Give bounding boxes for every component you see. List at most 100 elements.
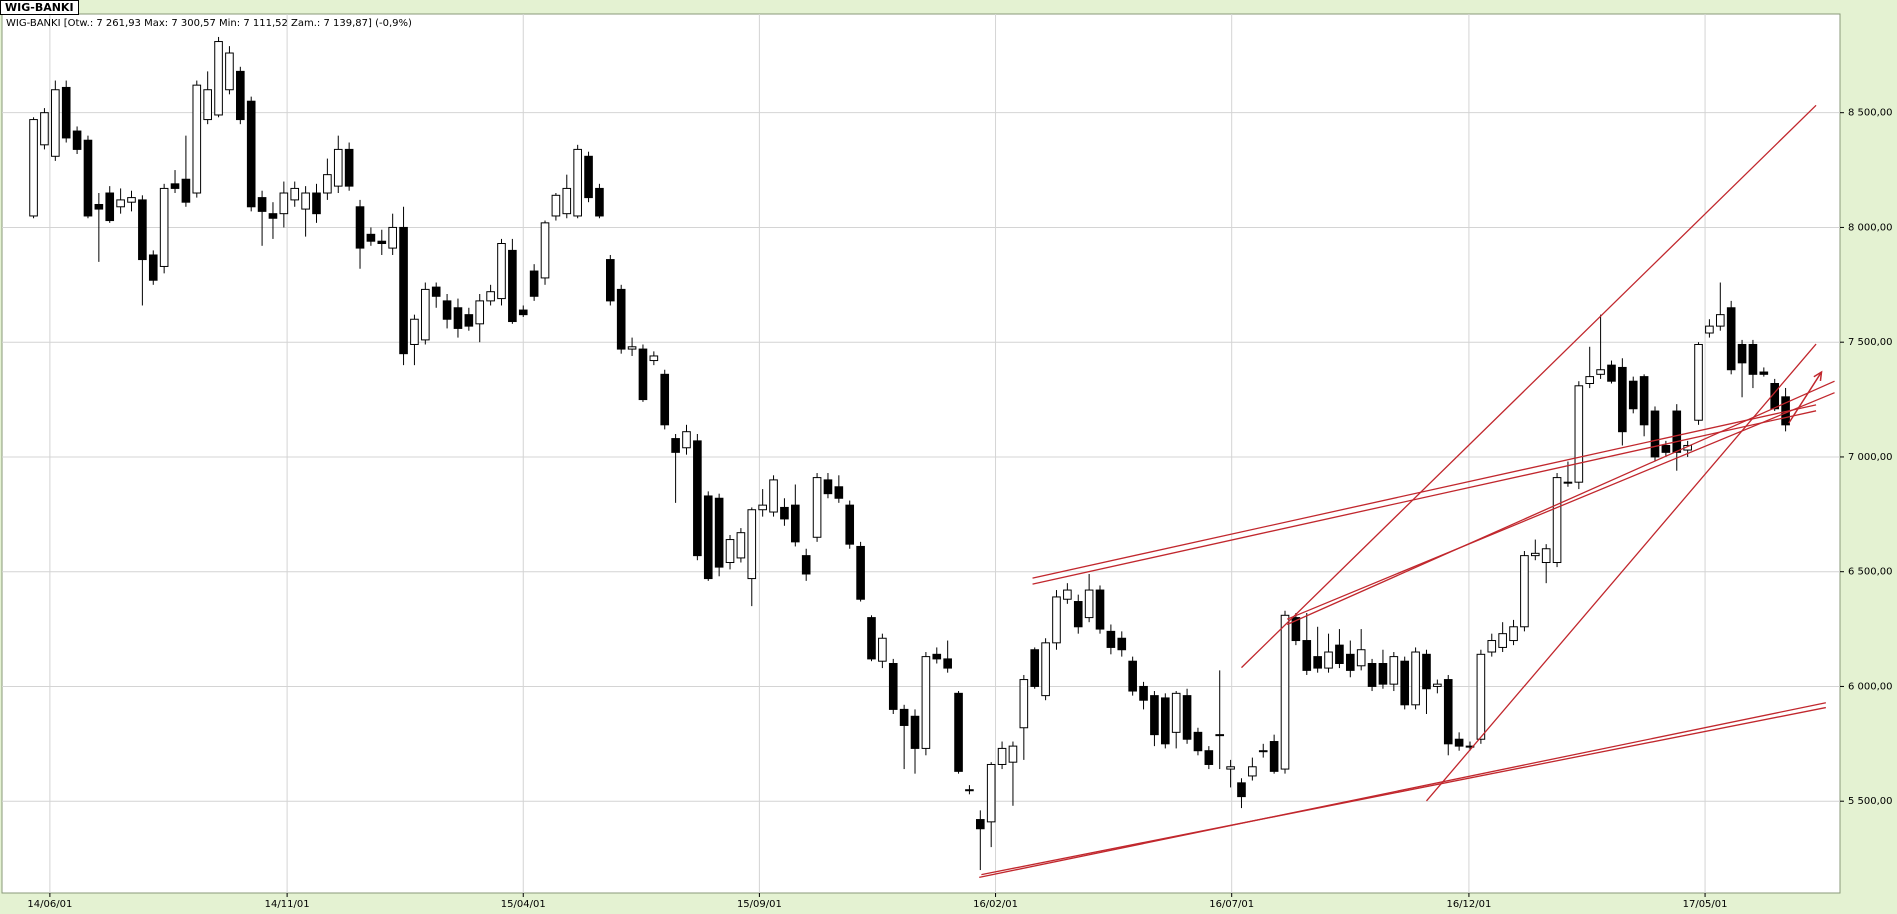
- candle-body: [94, 203, 104, 210]
- candle-body: [1574, 385, 1584, 483]
- candle-body: [932, 653, 942, 660]
- candle-body: [399, 226, 408, 355]
- candle-body: [1269, 741, 1279, 772]
- candle-body: [573, 148, 582, 217]
- candle-body: [203, 89, 212, 121]
- candle-body: [323, 174, 332, 194]
- y-tick-label: 5 500,00: [1848, 796, 1893, 807]
- candle-body: [159, 187, 169, 267]
- candle-body: [377, 240, 387, 245]
- x-tick-label: 14/11/01: [265, 899, 310, 910]
- candle-body: [943, 658, 952, 669]
- candle-body: [975, 819, 985, 830]
- candle-body: [1345, 653, 1355, 671]
- arrow-line: [1788, 371, 1823, 424]
- candle-body: [714, 497, 724, 568]
- trend-line: [1241, 104, 1817, 669]
- candle-body: [671, 438, 680, 453]
- candle-body: [1650, 410, 1660, 458]
- candle-body: [736, 532, 746, 559]
- candle-body: [1367, 662, 1377, 687]
- candle-body: [1628, 380, 1638, 410]
- candle-body: [475, 300, 485, 325]
- tab-label[interactable]: WIG-BANKI: [0, 0, 79, 15]
- candle-body: [1530, 552, 1540, 557]
- candle-body: [1008, 745, 1018, 763]
- candle-body: [1052, 596, 1061, 644]
- candle-body: [1258, 750, 1268, 753]
- candle-body: [453, 307, 463, 329]
- candle-body: [1389, 656, 1399, 685]
- candle-body: [801, 555, 811, 575]
- candle-body: [725, 539, 735, 564]
- candle-body: [1541, 548, 1551, 564]
- candle-body: [1378, 662, 1388, 685]
- candle-body: [1128, 660, 1137, 692]
- candle-body: [1313, 656, 1322, 669]
- trend-line: [979, 702, 1826, 879]
- candle-body: [1106, 630, 1116, 648]
- candle-body: [51, 89, 60, 157]
- candle-body: [486, 291, 495, 302]
- candle-body: [1335, 644, 1344, 664]
- candle-body: [1150, 695, 1159, 736]
- candle-body: [1596, 369, 1605, 375]
- candle-body: [421, 288, 430, 341]
- candle-body: [703, 495, 713, 580]
- candle-body: [1759, 371, 1769, 375]
- candle-body: [1661, 444, 1671, 453]
- candle-body: [442, 300, 452, 320]
- trend-line: [1286, 380, 1835, 626]
- candle-body: [1454, 738, 1464, 747]
- y-tick-label: 7 500,00: [1848, 337, 1893, 348]
- candle-body: [1084, 589, 1094, 619]
- plot-area: [1, 13, 1841, 894]
- candle-body: [965, 789, 974, 792]
- candle-body: [1356, 649, 1366, 667]
- candle-body: [1193, 731, 1203, 752]
- candle-body: [693, 440, 702, 557]
- candle-body: [910, 715, 920, 749]
- y-tick-label: 7 000,00: [1848, 452, 1893, 463]
- candle-body: [954, 692, 963, 772]
- candle-body: [1204, 750, 1214, 765]
- candle-body: [997, 747, 1007, 765]
- candle-body: [1400, 660, 1410, 706]
- candle-body: [72, 130, 82, 150]
- candle-body: [1694, 343, 1703, 421]
- candle-body: [366, 233, 376, 242]
- candle-body: [1509, 626, 1518, 642]
- candle-body: [1737, 343, 1747, 364]
- candle-body: [127, 197, 136, 203]
- candle-body: [823, 479, 833, 495]
- y-tick-label: 6 000,00: [1848, 681, 1893, 692]
- chart-title: WIG-BANKI [Otw.: 7 261,93 Max: 7 300,57 …: [6, 18, 412, 29]
- candle-body: [1563, 481, 1573, 484]
- candle-body: [584, 155, 593, 199]
- candle-body: [1291, 617, 1301, 642]
- candle-body: [431, 286, 441, 297]
- candle-body: [518, 309, 528, 316]
- candle-body: [1618, 366, 1627, 433]
- candle-body: [1237, 782, 1246, 798]
- candle-body: [1041, 642, 1050, 697]
- candle-body: [138, 199, 147, 261]
- candle-body: [1019, 679, 1029, 729]
- candle-body: [834, 486, 844, 499]
- candle-body: [1280, 614, 1290, 770]
- candle-body: [1705, 325, 1714, 334]
- candles: [29, 36, 1790, 871]
- candle-body: [1433, 683, 1442, 687]
- x-tick-label: 16/07/01: [1209, 899, 1254, 910]
- x-tick-label: 15/04/01: [501, 899, 546, 910]
- candle-body: [627, 346, 637, 350]
- candle-body: [845, 504, 855, 545]
- candle-body: [1302, 640, 1312, 671]
- candle-body: [747, 509, 757, 580]
- candle-body: [301, 192, 310, 210]
- candle-body: [1672, 410, 1682, 453]
- candle-body: [1030, 649, 1040, 687]
- candle-body: [214, 41, 223, 116]
